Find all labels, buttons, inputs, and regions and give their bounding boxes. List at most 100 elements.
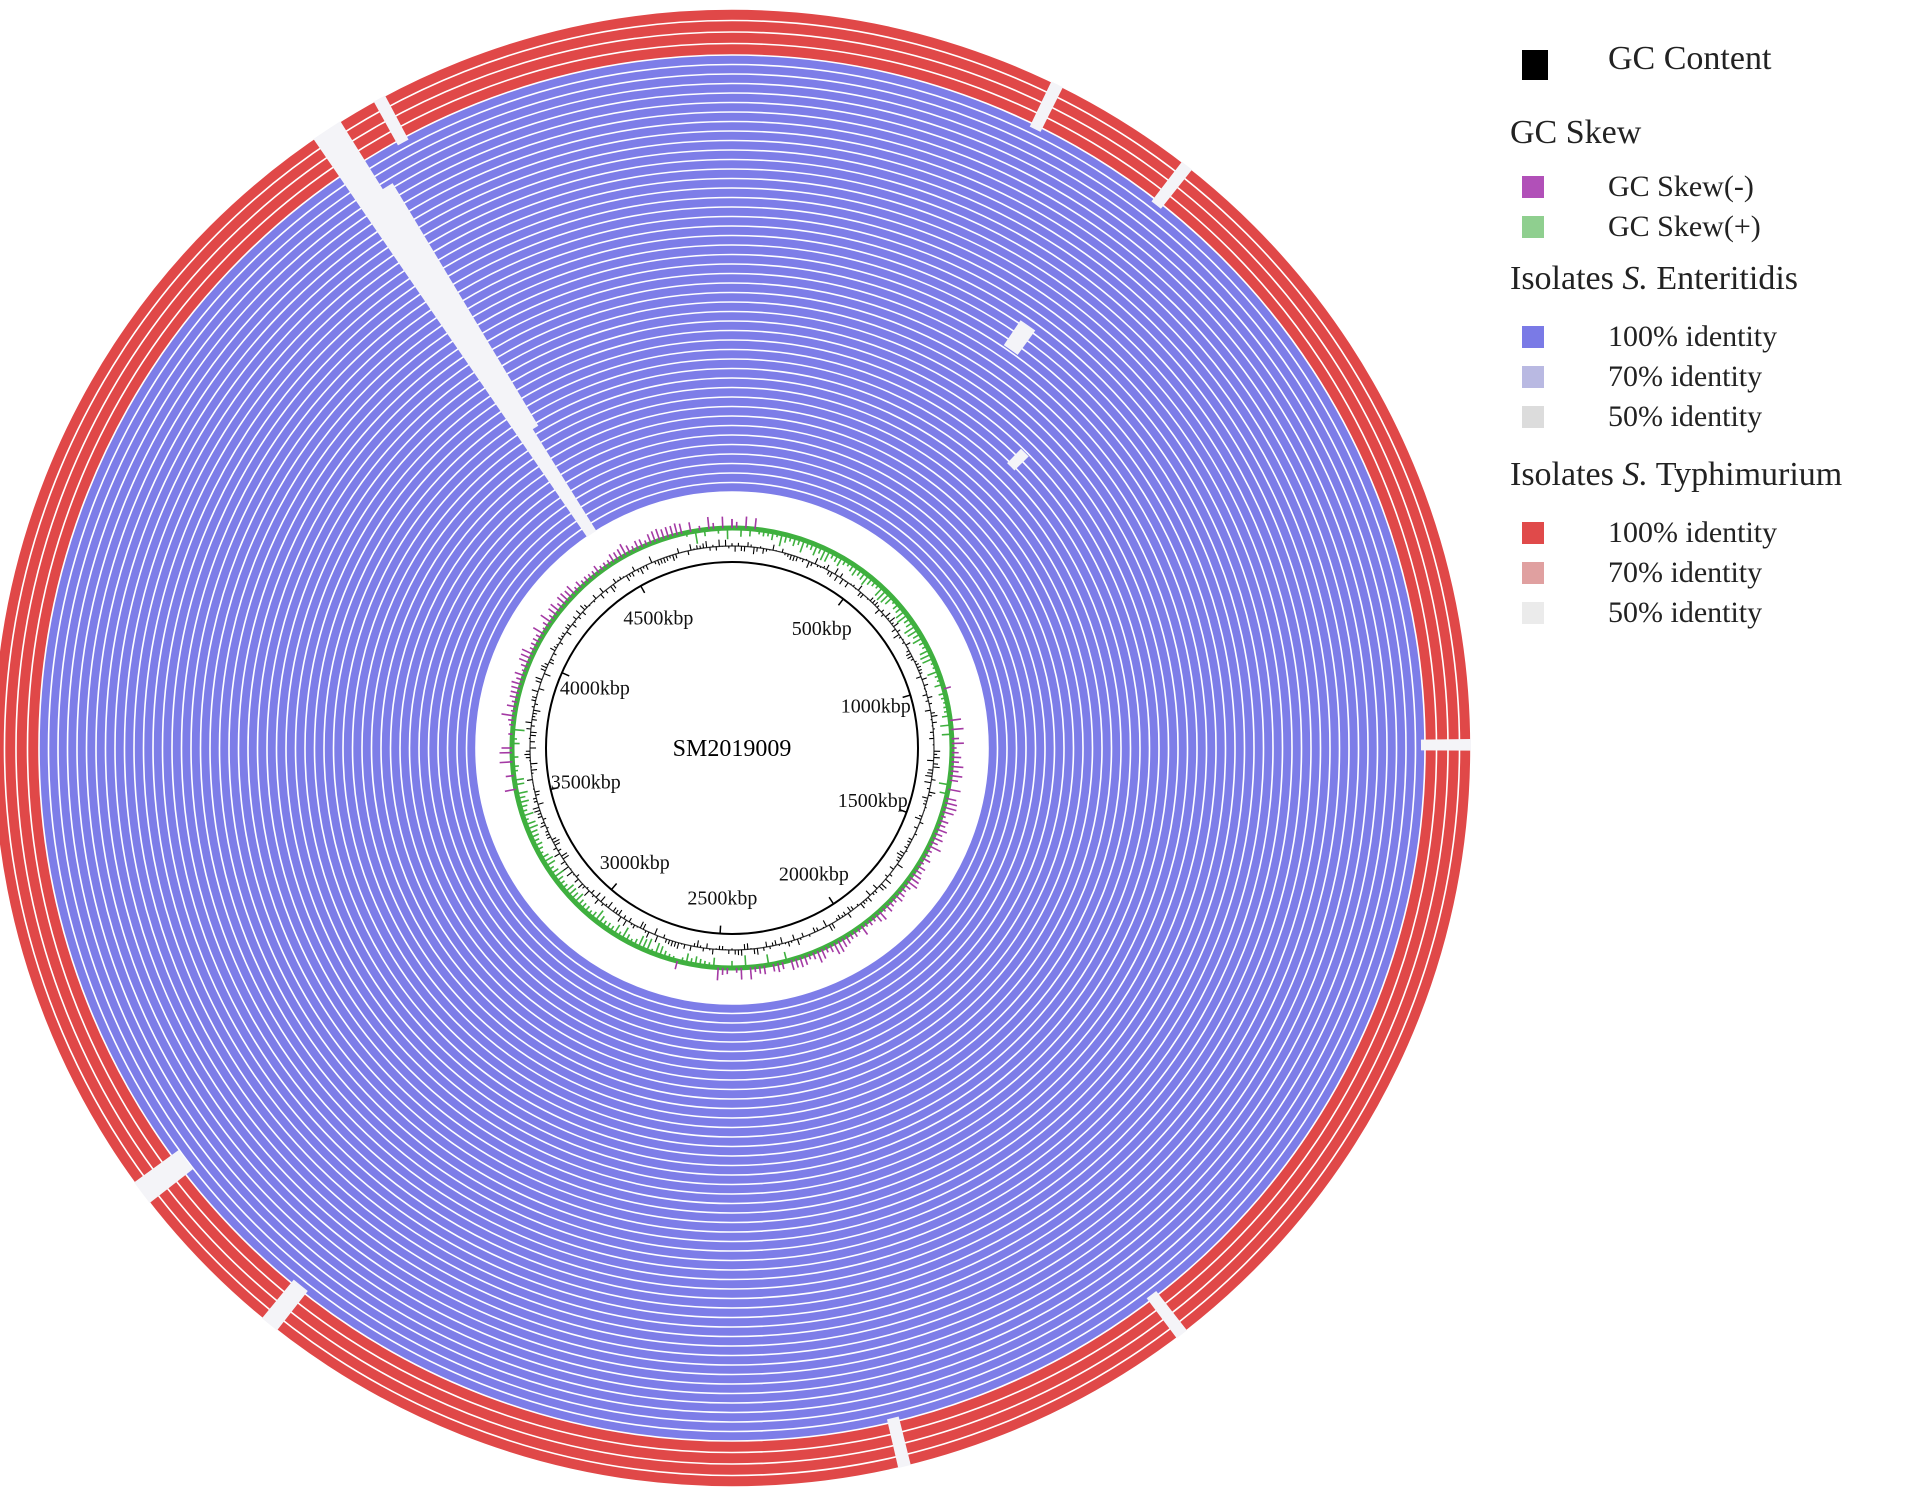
kbp-tick [837,598,844,606]
gc-content-spike [753,948,756,955]
gc-content-spike [839,573,844,578]
enteritidis-100-swatch [1522,326,1544,348]
gc-skew-spike [514,671,525,677]
gc-content-spike [540,824,546,828]
gc-skew-spike [770,531,775,541]
gc-skew-spike [864,922,869,928]
gc-skew-spike [542,621,550,627]
gc-content-spike [929,791,936,794]
gc-content-spike [862,901,866,905]
gc-skew-spike [532,637,540,643]
gc-content-spike [904,845,908,849]
gc-skew-spike [891,898,897,903]
gc-skew-spike [516,677,524,681]
gc-content-spike [543,673,551,677]
gc-skew-spike [619,543,627,556]
low-identity-gaps [134,81,1471,1469]
gc-skew-spike [942,810,954,816]
gc-skew-spike [667,953,671,959]
gc-content-spike [594,899,599,904]
enteritidis-ring [115,131,1349,1365]
kbp-tick [898,808,907,813]
gc-skew-spike [567,887,577,896]
gc-content-spike [636,926,638,928]
gc-skew-spike [654,942,661,955]
gc-content-spike [878,885,884,891]
gc-content-spike [622,576,625,578]
gc-content-spike [887,617,890,620]
gc-skew-spike [550,868,559,875]
gc-content-spike [540,668,546,672]
gc-skew-spike [820,948,827,959]
gc-content-spike [922,803,927,805]
gc-content-spike [896,852,903,857]
gc-content-spike [893,622,899,628]
enteritidis-ring [191,207,1273,1289]
gc-content-spike [582,885,586,889]
gc-skew-pos-label: GC Skew(+) [1608,210,1761,243]
enteritidis-title-genus: S. [1622,260,1648,297]
enteritidis-ring [353,369,1111,1127]
enteritidis-ring [457,473,1007,1023]
gc-content-spike [687,550,690,556]
gc-skew-spike [860,575,870,586]
gc-skew-spike [950,718,962,722]
gc-content-spike [869,597,874,602]
gc-content-spike [801,932,804,938]
gc-skew-spike [895,607,903,614]
gc-skew-spike [519,804,528,808]
gc-content-spike [931,779,936,781]
gc-content-spike [844,580,846,583]
gc-content-spike [905,642,911,646]
gc-skew-spike [543,855,554,863]
gc-skew-title: GC Skew [1510,114,1642,151]
backbone-circle [545,561,919,935]
gc-skew-spike [511,685,521,690]
gc-content-spike [889,873,893,877]
gc-content-spike [799,937,802,941]
gc-content-spike [874,609,880,614]
gc-content-spike [919,821,924,825]
gc-content-spike [561,632,566,635]
gc-content-spike [763,947,765,951]
gc-content-spike [595,892,601,898]
gc-content-spike [772,544,775,551]
gc-content-spike [834,575,839,582]
gc-skew-spike [535,634,542,639]
gc-skew-spike [532,626,545,635]
enteritidis-ring [467,483,997,1013]
enteritidis-ring [410,426,1054,1070]
typhimurium-title-species: Typhimurium [1647,456,1843,493]
gc-skew-spike [781,962,785,970]
kbp-tick-label: 4500kbp [623,607,693,629]
kbp-tick-label: 2000kbp [779,864,849,886]
gc-skew-spike [663,950,667,958]
gc-skew-spike [941,715,950,718]
gc-skew-spike [849,933,854,940]
gc-skew-spike [580,580,586,586]
gc-content-spike [924,800,927,802]
gc-skew-spike [654,528,661,541]
gc-content-spike [874,601,879,606]
gc-skew-spike [612,552,619,561]
gc-skew-spike [556,602,563,609]
gc-skew-spike [754,966,757,973]
gc-content-spike [636,569,640,573]
gap-wedge [1003,320,1036,355]
gc-skew-spike [591,570,596,577]
gc-skew-spike [928,845,941,853]
gc-content-spike [907,840,911,844]
gc-skew-spike [898,891,905,898]
gap-wedge [373,95,409,146]
gc-skew-spike [912,872,922,880]
enteritidis-ring [134,150,1330,1346]
enteritidis-ring [220,236,1244,1260]
gc-content-swatch [1522,50,1548,80]
gc-skew-spike [943,705,949,709]
gc-content-spike [847,912,852,918]
gc-skew-spike [538,851,544,855]
gc-skew-spike [512,728,525,732]
gc-content-spike [551,837,557,841]
gc-skew-spike [523,818,529,822]
gc-content-spike [866,598,869,600]
